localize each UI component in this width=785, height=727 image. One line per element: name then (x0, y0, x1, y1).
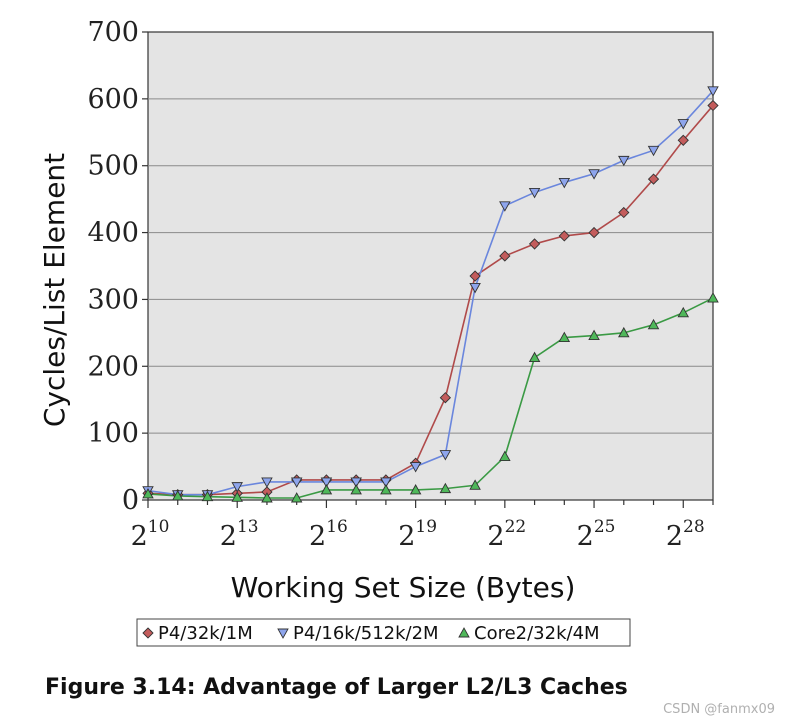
data-point (499, 250, 511, 262)
data-point (677, 134, 689, 146)
data-point (618, 155, 630, 167)
series-line-2 (147, 297, 714, 499)
x-tick-label: 213 (220, 517, 259, 552)
y-tick-label: 500 (87, 151, 139, 182)
data-point (647, 145, 660, 157)
data-point (647, 318, 660, 330)
y-tick-label: 0 (122, 485, 139, 516)
data-point (558, 331, 571, 342)
data-point (588, 226, 600, 239)
data-point (707, 292, 719, 303)
x-tick-label: 219 (398, 517, 437, 552)
data-point (261, 477, 273, 488)
data-point (380, 484, 392, 495)
y-tick-label: 600 (87, 84, 139, 115)
data-point (439, 482, 452, 494)
data-point (588, 329, 600, 340)
x-tick-label: 222 (487, 517, 526, 552)
data-point (231, 482, 243, 493)
data-point (469, 270, 481, 282)
data-point (528, 238, 541, 250)
data-point (350, 477, 362, 488)
legend-label: P4/16k/512k/2M (293, 623, 439, 644)
legend: P4/32k/1M P4/16k/512k/2M Core2/32k/4M (136, 618, 631, 647)
legend-label: P4/32k/1M (158, 623, 253, 644)
data-point (201, 490, 214, 502)
y-tick-label: 200 (87, 351, 139, 382)
y-axis: 0 100 200 300 400 500 600 700 (87, 17, 148, 516)
x-tick-label: 228 (666, 517, 705, 552)
data-point (409, 484, 422, 495)
x-tick-label: 216 (309, 517, 348, 552)
data-point (171, 490, 184, 501)
data-point (320, 477, 333, 488)
watermark: CSDN @fanmx09 (663, 702, 775, 717)
data-point (528, 351, 541, 363)
data-point (231, 491, 243, 502)
chart: 0 100 200 300 400 500 600 700 210 213 216 219 222 22… (38, 17, 719, 647)
data-point (677, 119, 690, 130)
data-point (350, 484, 362, 495)
data-point (469, 479, 481, 490)
legend-marker (458, 627, 470, 638)
y-tick-label: 700 (87, 17, 139, 48)
data-point (707, 86, 719, 97)
data-point (677, 306, 690, 318)
y-axis-label: Cycles/List Element (38, 153, 71, 427)
data-point (320, 484, 333, 495)
markers (142, 86, 719, 503)
data-point (290, 477, 303, 488)
y-tick-label: 300 (87, 284, 139, 315)
data-point (499, 450, 511, 461)
data-point (647, 173, 660, 185)
data-point (707, 99, 719, 112)
legend-label: Core2/32k/4M (474, 623, 600, 644)
data-point (618, 206, 630, 219)
y-tick-label: 400 (87, 218, 139, 249)
legend-box (136, 618, 631, 647)
data-point (439, 450, 452, 461)
y-tick-label: 100 (87, 418, 139, 449)
x-axis: 210 213 216 219 222 225 228 (131, 500, 714, 552)
data-point (618, 326, 630, 338)
x-tick-label: 225 (577, 517, 616, 552)
data-point (380, 477, 392, 488)
data-point (588, 169, 600, 180)
data-point (261, 492, 273, 503)
data-point (439, 392, 452, 404)
plot-area (147, 31, 714, 501)
data-point (528, 188, 541, 199)
data-point (499, 201, 511, 212)
legend-marker (142, 627, 154, 639)
data-point (290, 492, 303, 503)
series-line-1 (147, 90, 714, 496)
data-point (409, 462, 422, 473)
data-point (558, 230, 570, 242)
data-point (558, 177, 571, 189)
x-tick-label: 210 (131, 517, 170, 552)
legend-marker (277, 628, 289, 639)
data-point (142, 488, 154, 499)
data-point (469, 282, 481, 294)
grid (148, 98, 713, 434)
figure-caption: Figure 3.14: Advantage of Larger L2/L3 C… (45, 675, 628, 700)
x-axis-label: Working Set Size (Bytes) (231, 571, 576, 604)
